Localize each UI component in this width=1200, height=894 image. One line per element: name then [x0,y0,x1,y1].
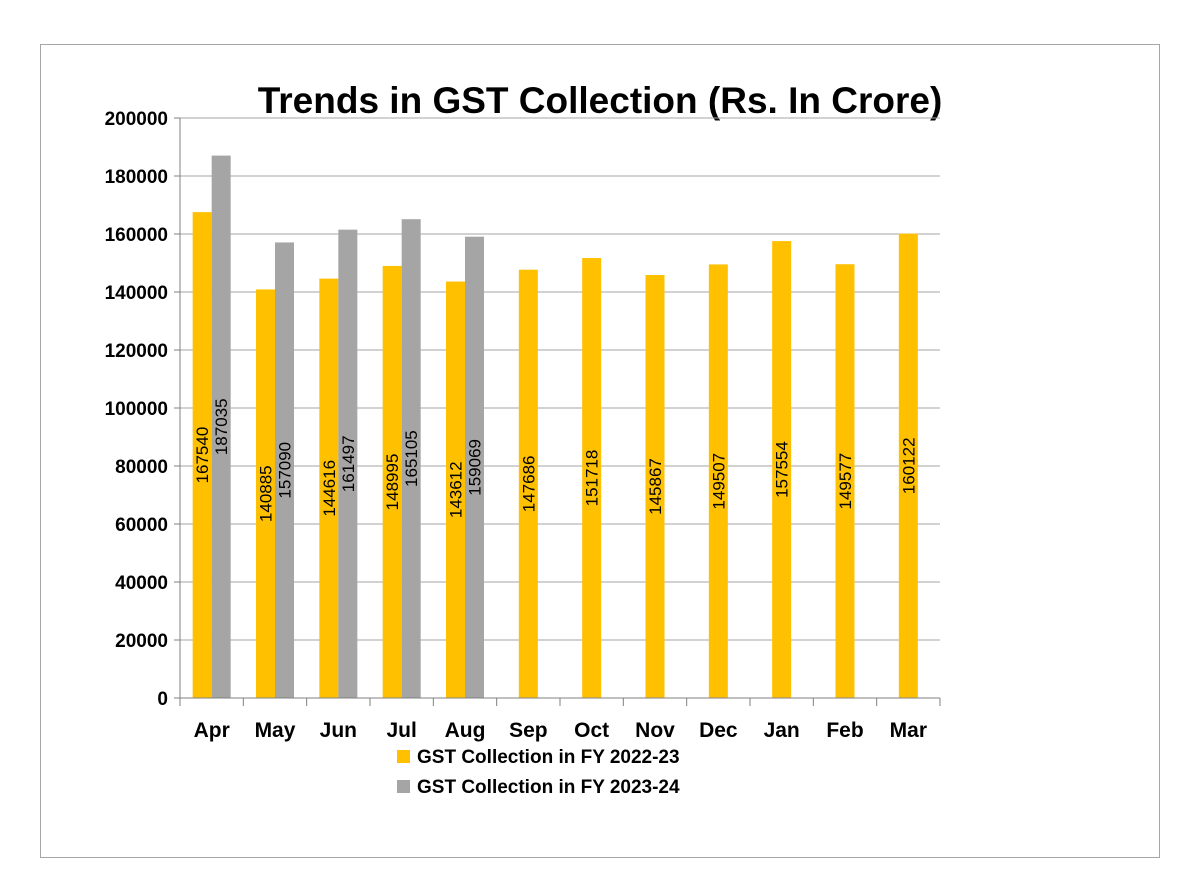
x-tick-label: Jul [386,719,416,742]
bar-fy2023-24 [465,236,484,699]
x-tick-label: Jan [764,719,800,742]
y-tick-label: 200000 [105,109,168,130]
bar-fy2022-23 [708,264,728,698]
x-tick-label: Feb [826,719,863,742]
bar-fy2022-23 [518,269,538,698]
data-label-fy2022-23: 144616 [320,460,339,517]
bar-fy2022-23 [256,289,275,698]
data-label-fy2023-24: 161497 [339,435,358,492]
x-tick-label: Sep [509,719,548,742]
bar-fy2022-23 [835,264,855,698]
y-tick-label: 120000 [105,341,168,362]
bar-fy2023-24 [275,242,294,698]
bar-fy2022-23 [898,233,918,699]
data-label-fy2022-23: 151718 [583,450,602,507]
x-tick-label: Aug [445,719,486,742]
bar-fy2022-23 [382,265,402,698]
y-tick-label: 40000 [115,573,168,594]
data-labels: 167540 187035 140885 157090 144616 161497 1489… [193,398,918,522]
data-label-fy2023-24: 157090 [276,442,295,499]
x-tick-label: Oct [574,719,609,742]
data-label-fy2023-24: 187035 [212,398,231,455]
data-label-fy2022-23: 167540 [193,427,212,484]
x-tick-label: May [255,719,296,742]
y-tick-label: 20000 [115,631,168,652]
bar-fy2023-24 [211,155,231,698]
bar-fy2022-23 [645,274,665,698]
x-tick-label: Jun [320,719,357,742]
y-tick-label: 100000 [105,399,168,420]
y-tick-label: 180000 [105,167,168,188]
y-tick-label: 160000 [105,225,168,246]
axes: 0 20000 40000 60000 80000 100000 120000 140000 1… [105,109,941,742]
bar-fy2022-23 [772,241,792,699]
bar-fy2022-23 [582,258,602,698]
data-label-fy2022-23: 160122 [899,437,918,494]
bar-fy2022-23 [319,278,339,698]
data-label-fy2023-24: 159069 [466,439,485,496]
bar-fy2022-23 [192,212,212,698]
bar-fy2023-24 [401,219,421,698]
x-tick-label: Mar [890,719,927,742]
y-tick-label: 140000 [105,283,168,304]
y-tick-label: 0 [157,689,168,710]
data-label-fy2022-23: 149507 [709,453,728,510]
legend-label: GST Collection in FY 2023-24 [417,777,680,798]
gridlines [180,117,940,641]
legend-swatch [397,780,410,793]
legend-swatch [397,750,410,763]
legend: GST Collection in FY 2022-23 GST Collecti… [397,747,680,798]
data-label-fy2022-23: 143612 [447,461,466,518]
x-tick-label: Apr [194,719,230,742]
data-label-fy2023-24: 165105 [402,430,421,487]
bar-fy2022-23 [446,281,465,698]
legend-label: GST Collection in FY 2022-23 [417,747,680,768]
y-tick-label: 80000 [115,457,168,478]
chart-title: Trends in GST Collection (Rs. In Crore) [258,80,943,121]
x-tick-label: Dec [699,719,738,742]
data-label-fy2022-23: 147686 [519,455,538,512]
y-tick-label: 60000 [115,515,168,536]
data-label-fy2022-23: 157554 [773,441,792,498]
data-label-fy2022-23: 145867 [646,458,665,515]
bars [192,155,918,699]
x-tick-label: Nov [635,719,675,742]
data-label-fy2022-23: 149577 [836,453,855,510]
data-label-fy2022-23: 140885 [257,465,276,522]
data-label-fy2022-23: 148995 [383,454,402,511]
bar-fy2023-24 [338,229,358,699]
